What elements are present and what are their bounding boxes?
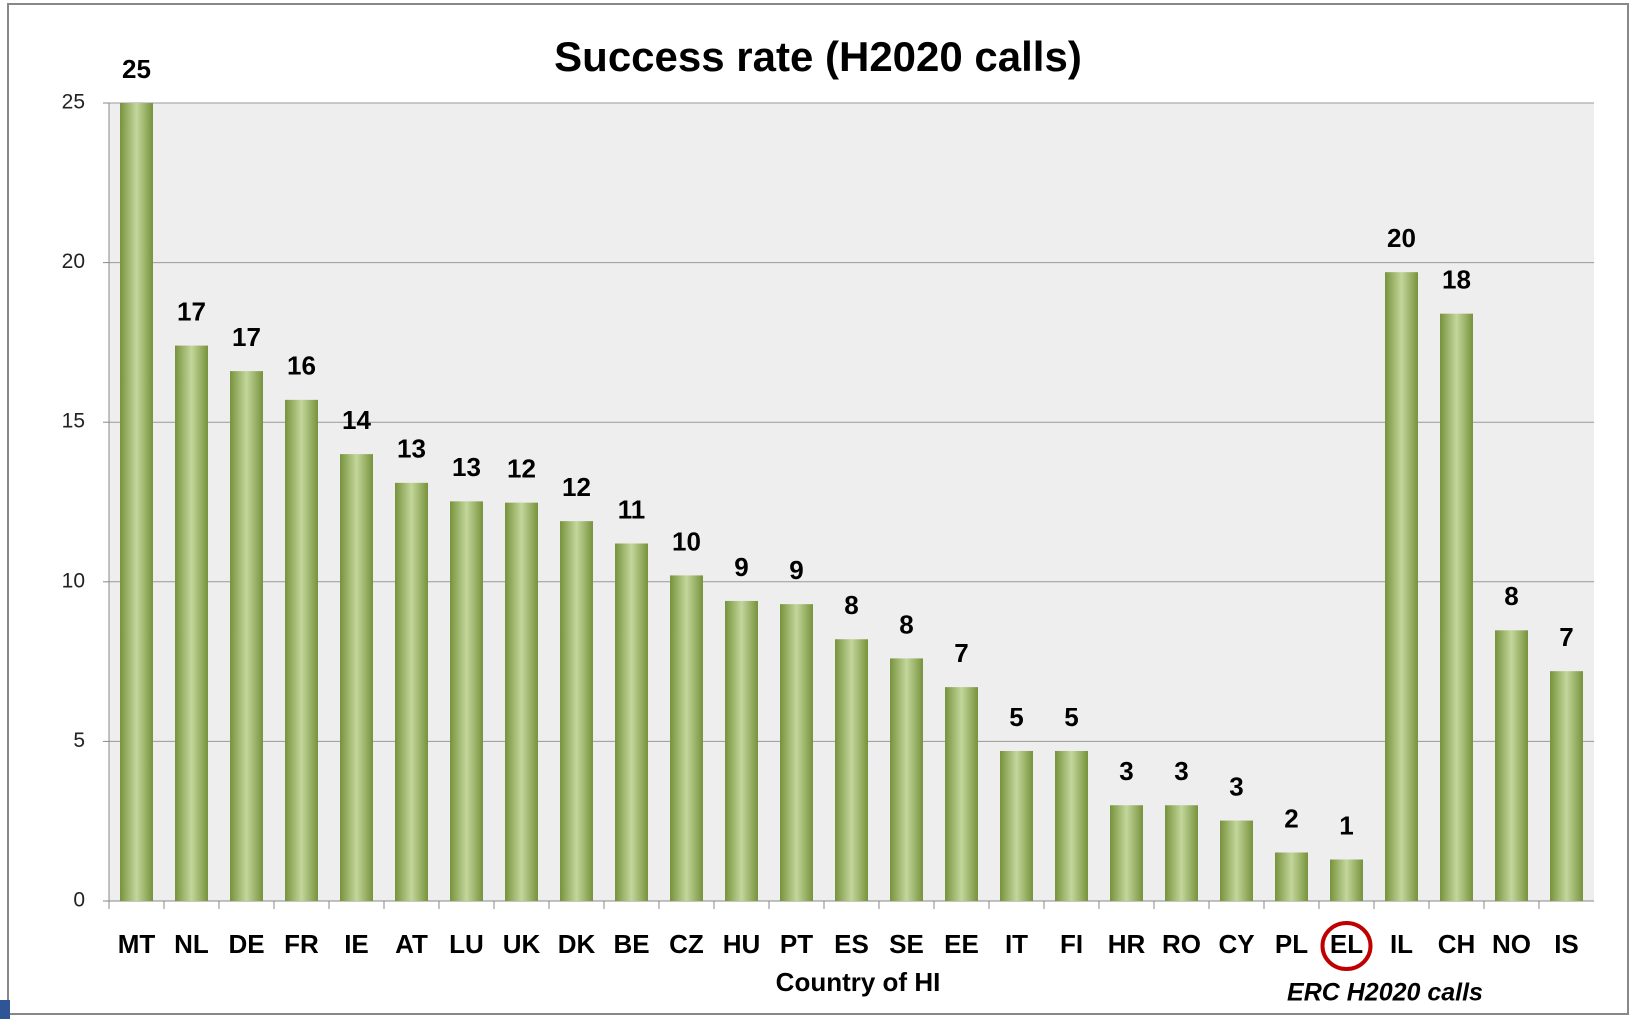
x-axis-title: Country of HI xyxy=(776,967,941,997)
bar xyxy=(835,639,868,901)
value-label: 20 xyxy=(1387,223,1416,253)
x-tick-label: AT xyxy=(395,929,428,959)
value-label: 17 xyxy=(232,322,261,352)
y-tick-label: 25 xyxy=(62,91,85,114)
bar xyxy=(1000,750,1033,901)
x-tick-label: DK xyxy=(558,929,596,959)
bar xyxy=(945,687,978,901)
y-tick-label: 10 xyxy=(62,569,85,592)
value-label: 9 xyxy=(789,555,803,585)
x-tick-label: RO xyxy=(1162,929,1201,959)
x-tick-label: PL xyxy=(1275,929,1308,959)
x-tick-label: HR xyxy=(1108,929,1146,959)
y-tick-label: 15 xyxy=(62,410,85,433)
annotation: ERC H2020 calls xyxy=(1287,979,1483,1007)
bar xyxy=(285,399,318,901)
bar xyxy=(1550,671,1583,901)
value-label: 2 xyxy=(1284,803,1298,833)
bar xyxy=(450,501,483,901)
corner-mark xyxy=(0,1000,10,1019)
y-tick-label: 0 xyxy=(73,889,85,912)
x-tick-label: CH xyxy=(1438,929,1476,959)
y-tick-label: 20 xyxy=(62,250,85,273)
value-label: 14 xyxy=(342,405,371,435)
value-label: 7 xyxy=(954,638,968,668)
x-tick-label: IT xyxy=(1005,929,1028,959)
value-label: 25 xyxy=(122,54,151,84)
bar xyxy=(1110,805,1143,901)
value-label: 7 xyxy=(1559,622,1573,652)
bar xyxy=(1385,272,1418,901)
highlight-circle xyxy=(1320,921,1373,971)
bar xyxy=(1330,859,1363,901)
x-tick-label: ES xyxy=(834,929,869,959)
chart-title: Success rate (H2020 calls) xyxy=(554,33,1082,80)
x-tick-label: NL xyxy=(174,929,209,959)
x-tick-label: LU xyxy=(449,929,484,959)
bar xyxy=(340,454,373,901)
value-label: 1 xyxy=(1339,810,1353,840)
bar xyxy=(395,482,428,901)
value-label: 13 xyxy=(452,452,481,482)
bar xyxy=(780,604,813,901)
bar xyxy=(615,543,648,901)
value-label: 17 xyxy=(177,296,206,326)
x-tick-label: CZ xyxy=(669,929,704,959)
bar xyxy=(1440,313,1473,901)
x-tick-label: IL xyxy=(1390,929,1413,959)
value-label: 8 xyxy=(899,609,913,639)
bar xyxy=(175,345,208,901)
x-tick-label: UK xyxy=(503,929,541,959)
value-label: 12 xyxy=(562,472,591,502)
x-tick-label: SE xyxy=(889,929,924,959)
value-label: 10 xyxy=(672,526,701,556)
x-tick-label: EL xyxy=(1330,929,1363,959)
value-label: 8 xyxy=(844,590,858,620)
value-label: 12 xyxy=(507,454,536,484)
bar xyxy=(120,103,153,901)
value-label: 13 xyxy=(397,434,426,464)
x-tick-label: PT xyxy=(780,929,813,959)
bar xyxy=(1220,820,1253,901)
bar xyxy=(230,371,263,901)
value-label: 16 xyxy=(287,351,316,381)
x-tick-label: IE xyxy=(344,929,369,959)
x-tick-label: MT xyxy=(118,929,156,959)
bar xyxy=(1165,805,1198,901)
x-tick-label: EE xyxy=(944,929,979,959)
bar xyxy=(890,658,923,901)
value-label: 11 xyxy=(618,494,646,524)
value-label: 5 xyxy=(1009,702,1023,732)
bar xyxy=(505,502,538,901)
bar xyxy=(1275,852,1308,901)
value-label: 3 xyxy=(1229,771,1243,801)
y-tick-label: 5 xyxy=(73,729,85,752)
bar xyxy=(560,521,593,901)
x-tick-label: BE xyxy=(613,929,649,959)
x-tick-label: DE xyxy=(228,929,264,959)
x-tick-label: HU xyxy=(723,929,761,959)
x-tick-label: NO xyxy=(1492,929,1531,959)
value-label: 3 xyxy=(1119,756,1133,786)
value-label: 5 xyxy=(1064,702,1078,732)
value-label: 18 xyxy=(1442,265,1471,295)
x-tick-label: FR xyxy=(284,929,319,959)
value-label: 3 xyxy=(1174,756,1188,786)
value-label: 8 xyxy=(1504,581,1518,611)
x-tick-label: FI xyxy=(1060,929,1083,959)
bar xyxy=(725,600,758,901)
bar xyxy=(1055,750,1088,901)
bar xyxy=(670,575,703,901)
x-tick-label: CY xyxy=(1218,929,1254,959)
x-tick-label: IS xyxy=(1554,929,1579,959)
value-label: 9 xyxy=(734,552,748,582)
bar xyxy=(1495,630,1528,901)
